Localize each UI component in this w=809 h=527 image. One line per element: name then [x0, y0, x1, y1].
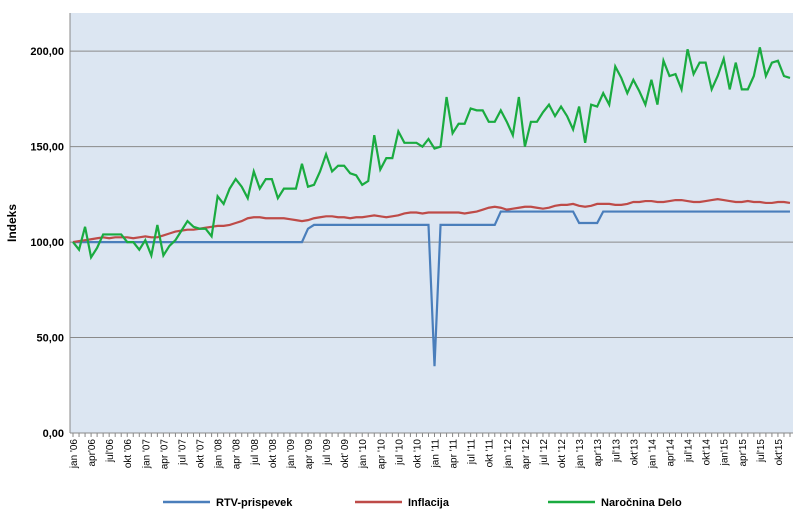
x-tick-label: apr '11	[449, 439, 460, 469]
x-tick-label: jan '06	[69, 439, 80, 470]
x-tick-label: jan '13	[575, 439, 586, 470]
series-line	[72, 47, 791, 261]
x-tick-label: apr'15	[738, 439, 749, 467]
x-tick-label: jul '11	[467, 439, 478, 466]
x-tick-label: jan '08	[214, 439, 225, 470]
x-tick-label: jan '14	[647, 439, 658, 470]
x-tick-label: apr '09	[304, 439, 315, 470]
y-tick-label: 200,00	[30, 46, 64, 58]
series-line	[73, 210, 790, 367]
x-tick-label: okt '11	[485, 439, 496, 468]
x-tick-label: okt'13	[629, 439, 640, 466]
x-tick-label: apr'13	[593, 439, 604, 467]
x-tick-label: jul '10	[394, 439, 405, 466]
x-tick-label: jan'15	[720, 439, 731, 467]
y-tick-label: 100,00	[30, 237, 64, 249]
series-line	[72, 198, 791, 244]
x-tick-label: apr '08	[232, 439, 243, 470]
x-tick-label: jan '12	[503, 439, 514, 470]
x-tick-label: okt '08	[268, 439, 279, 469]
x-tick-label: jul'15	[756, 439, 767, 463]
x-tick-label: okt '10	[412, 439, 423, 469]
x-tick-label: okt '06	[123, 439, 134, 469]
x-tick-label: jul '09	[322, 439, 333, 466]
x-tick-label: apr '12	[521, 439, 532, 470]
x-tick-label: jan '10	[358, 439, 369, 470]
legend-label: Inflacija	[408, 497, 450, 509]
x-tick-label: okt' 09	[340, 439, 351, 469]
x-tick-label: jan '11	[431, 439, 442, 469]
y-axis-label: Indeks	[5, 204, 19, 242]
y-tick-label: 50,00	[36, 333, 64, 345]
x-tick-label: jul'06	[105, 439, 116, 463]
x-tick-label: jul '07	[177, 439, 188, 466]
x-tick-label: apr '07	[159, 439, 170, 470]
x-tick-label: jul '08	[250, 439, 261, 466]
legend-label: RTV-prispevek	[216, 497, 293, 509]
x-tick-label: jul'14	[684, 439, 695, 463]
x-tick-label: jul'13	[611, 439, 622, 463]
x-tick-label: apr'06	[87, 439, 98, 467]
x-tick-label: okt'15	[774, 439, 785, 466]
x-tick-label: jan '07	[141, 439, 152, 470]
x-tick-label: okt '12	[557, 439, 568, 469]
y-tick-label: 150,00	[30, 142, 64, 154]
x-tick-label: okt'14	[702, 439, 713, 466]
x-tick-label: apr'14	[665, 439, 676, 467]
x-tick-label: jan '09	[286, 439, 297, 470]
legend-label: Naročnina Delo	[601, 497, 682, 509]
x-tick-label: apr '10	[376, 439, 387, 470]
x-tick-label: jul '12	[539, 439, 550, 466]
x-tick-label: okt '07	[196, 439, 207, 469]
y-tick-label: 0,00	[43, 428, 64, 440]
